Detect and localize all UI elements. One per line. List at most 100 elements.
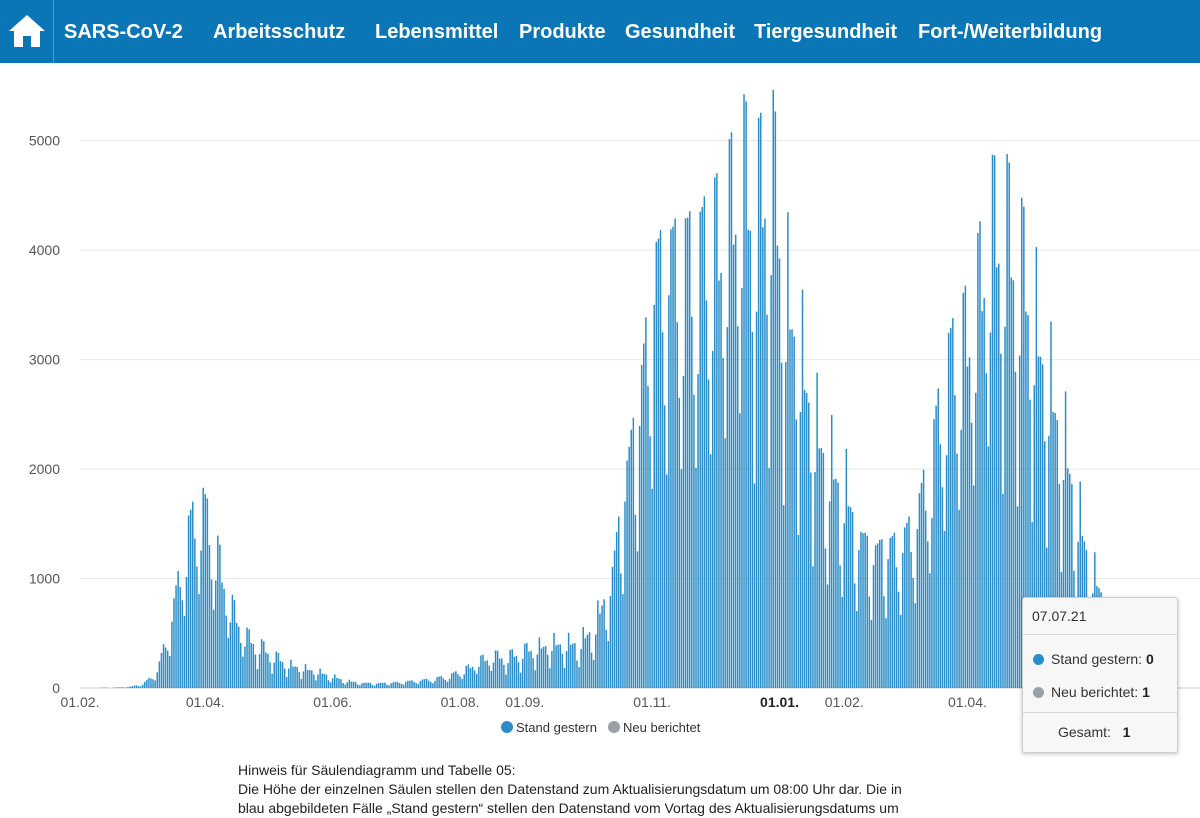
chart-bar[interactable] <box>727 327 729 688</box>
chart-bar[interactable] <box>848 506 850 688</box>
chart-bar[interactable] <box>384 683 386 688</box>
chart-bar[interactable] <box>917 529 919 688</box>
chart-bar[interactable] <box>361 683 363 688</box>
chart-bar[interactable] <box>998 264 1000 688</box>
chart-bar[interactable] <box>407 681 409 688</box>
chart-bar[interactable] <box>157 672 159 688</box>
chart-bar[interactable] <box>171 622 173 688</box>
chart-bar[interactable] <box>816 373 818 688</box>
chart-bar[interactable] <box>530 651 532 688</box>
chart-bar[interactable] <box>750 231 752 688</box>
chart-bar[interactable] <box>123 687 125 688</box>
chart-bar[interactable] <box>324 674 326 688</box>
chart-bar[interactable] <box>908 516 910 688</box>
chart-bar[interactable] <box>161 653 163 688</box>
chart-bar[interactable] <box>163 644 165 688</box>
chart-bar[interactable] <box>294 667 296 688</box>
chart-bar[interactable] <box>255 654 257 688</box>
chart-bar[interactable] <box>637 551 639 688</box>
chart-bar[interactable] <box>869 596 871 688</box>
chart-bar[interactable] <box>927 542 929 688</box>
chart-bar[interactable] <box>674 219 676 688</box>
chart-bar[interactable] <box>773 90 775 688</box>
chart-bar[interactable] <box>875 545 877 688</box>
chart-bar[interactable] <box>518 662 520 688</box>
chart-bar[interactable] <box>574 643 576 688</box>
chart-bar[interactable] <box>165 647 167 688</box>
chart-bar[interactable] <box>747 230 749 688</box>
chart-bar[interactable] <box>470 668 472 688</box>
chart-bar[interactable] <box>977 233 979 688</box>
chart-bar[interactable] <box>472 667 474 688</box>
chart-bar[interactable] <box>706 300 708 688</box>
chart-bar[interactable] <box>367 683 369 688</box>
chart-bar[interactable] <box>405 682 407 688</box>
chart-bar[interactable] <box>628 447 630 688</box>
chart-bar[interactable] <box>129 687 131 688</box>
chart-bar[interactable] <box>138 686 140 688</box>
chart-bar[interactable] <box>566 651 568 688</box>
chart-bar[interactable] <box>420 681 422 688</box>
chart-bar[interactable] <box>676 322 678 688</box>
chart-bar[interactable] <box>841 597 843 688</box>
chart-bar[interactable] <box>679 398 681 688</box>
chart-bar[interactable] <box>526 643 528 688</box>
chart-bar[interactable] <box>148 678 150 688</box>
chart-bar[interactable] <box>413 682 415 688</box>
chart-bar[interactable] <box>447 682 449 688</box>
chart-bar[interactable] <box>873 565 875 688</box>
chart-bar[interactable] <box>935 406 937 688</box>
chart-bar[interactable] <box>800 412 802 688</box>
chart-bar[interactable] <box>668 295 670 688</box>
chart-bar[interactable] <box>495 650 497 688</box>
chart-bar[interactable] <box>463 674 465 688</box>
chart-bar[interactable] <box>321 674 323 688</box>
chart-bar[interactable] <box>597 600 599 688</box>
chart-bar[interactable] <box>555 645 557 688</box>
chart-bar[interactable] <box>958 510 960 688</box>
chart-bar[interactable] <box>159 662 161 688</box>
chart-bar[interactable] <box>349 680 351 688</box>
chart-bar[interactable] <box>549 668 551 688</box>
chart-bar[interactable] <box>599 614 601 689</box>
chart-bar[interactable] <box>975 393 977 688</box>
chart-bar[interactable] <box>898 592 900 688</box>
chart-bar[interactable] <box>238 627 240 688</box>
chart-bar[interactable] <box>520 673 522 688</box>
chart-bar[interactable] <box>818 448 820 688</box>
chart-bar[interactable] <box>516 656 518 688</box>
chart-bar[interactable] <box>985 373 987 688</box>
chart-bar[interactable] <box>626 461 628 688</box>
chart-bar[interactable] <box>301 679 303 688</box>
chart-bar[interactable] <box>858 550 860 688</box>
chart-bar[interactable] <box>754 483 756 688</box>
chart-bar[interactable] <box>386 685 388 688</box>
chart-bar[interactable] <box>121 687 123 688</box>
chart-bar[interactable] <box>831 415 833 688</box>
chart-bar[interactable] <box>956 454 958 688</box>
chart-bar[interactable] <box>342 683 344 688</box>
legend-item-stand-gestern[interactable]: Stand gestern <box>501 720 597 735</box>
chart-bar[interactable] <box>286 677 288 688</box>
nav-item-gesundheit[interactable]: Gesundheit <box>625 20 735 44</box>
chart-bar[interactable] <box>198 594 200 688</box>
chart-bar[interactable] <box>710 454 712 688</box>
chart-bar[interactable] <box>906 523 908 688</box>
chart-bar[interactable] <box>136 685 138 688</box>
chart-bar[interactable] <box>921 483 923 688</box>
chart-bar[interactable] <box>142 685 144 688</box>
chart-bar[interactable] <box>885 618 887 688</box>
chart-bar[interactable] <box>856 611 858 688</box>
chart-bar[interactable] <box>881 539 883 688</box>
chart-bar[interactable] <box>257 669 259 688</box>
chart-bar[interactable] <box>791 329 793 688</box>
chart-bar[interactable] <box>854 583 856 688</box>
chart-bar[interactable] <box>424 679 426 688</box>
chart-bar[interactable] <box>560 644 562 688</box>
chart-bar[interactable] <box>708 379 710 688</box>
chart-bar[interactable] <box>722 358 724 688</box>
chart-bar[interactable] <box>167 651 169 688</box>
chart-bar[interactable] <box>697 374 699 688</box>
chart-bar[interactable] <box>194 539 196 688</box>
chart-bar[interactable] <box>593 660 595 688</box>
